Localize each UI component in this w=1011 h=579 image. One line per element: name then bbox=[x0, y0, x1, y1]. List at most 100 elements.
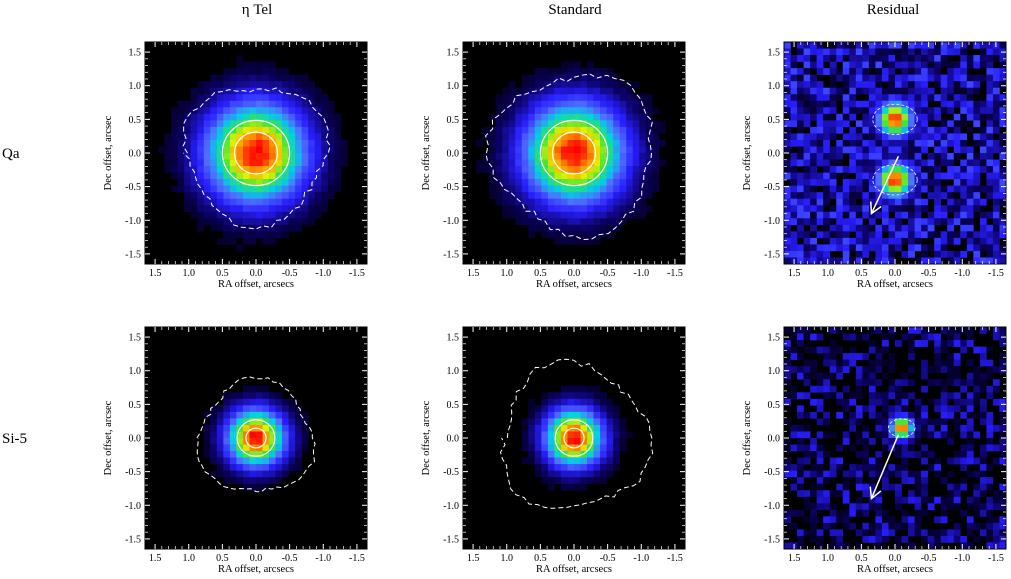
image-pixel bbox=[979, 483, 987, 491]
image-pixel bbox=[216, 94, 224, 102]
image-pixel bbox=[288, 126, 296, 134]
y-tick-label: 1.0 bbox=[129, 81, 142, 92]
image-pixel bbox=[256, 172, 263, 180]
image-pixel bbox=[881, 192, 889, 200]
image-pixel bbox=[632, 198, 640, 206]
image-pixel bbox=[849, 113, 857, 121]
image-pixel bbox=[282, 94, 289, 102]
image-pixel bbox=[560, 444, 568, 452]
image-pixel bbox=[842, 470, 850, 478]
image-pixel bbox=[855, 42, 863, 49]
image-pixel bbox=[992, 179, 1000, 186]
image-pixel bbox=[521, 153, 529, 160]
image-pixel bbox=[862, 146, 870, 154]
image-pixel bbox=[587, 87, 594, 95]
image-pixel bbox=[567, 94, 575, 102]
image-pixel bbox=[242, 153, 250, 160]
image-pixel bbox=[960, 477, 968, 485]
image-pixel bbox=[829, 522, 837, 530]
image-pixel bbox=[784, 398, 791, 406]
image-pixel bbox=[816, 231, 824, 239]
image-pixel bbox=[797, 490, 804, 498]
image-pixel bbox=[999, 107, 1007, 115]
image-pixel bbox=[269, 431, 276, 439]
image-pixel bbox=[836, 457, 844, 465]
image-pixel bbox=[600, 424, 607, 432]
image-pixel bbox=[810, 529, 817, 537]
image-pixel bbox=[256, 179, 263, 186]
image-pixel bbox=[816, 379, 824, 387]
image-pixel bbox=[567, 418, 575, 426]
image-pixel bbox=[992, 231, 1000, 239]
image-pixel bbox=[908, 113, 915, 121]
image-pixel bbox=[528, 153, 536, 160]
image-pixel bbox=[868, 490, 876, 498]
image-pixel bbox=[177, 126, 185, 134]
image-pixel bbox=[947, 496, 955, 504]
image-pixel bbox=[855, 392, 863, 400]
image-pixel bbox=[868, 198, 876, 206]
image-pixel bbox=[973, 113, 981, 121]
image-pixel bbox=[999, 353, 1007, 360]
image-pixel bbox=[262, 81, 270, 89]
image-pixel bbox=[600, 172, 607, 180]
image-pixel bbox=[908, 231, 915, 239]
image-pixel bbox=[626, 431, 634, 439]
image-pixel bbox=[593, 120, 601, 128]
image-pixel bbox=[855, 438, 863, 445]
image-pixel bbox=[784, 237, 791, 245]
y-axis-label: Dec offset, arcsec bbox=[103, 400, 114, 475]
image-pixel bbox=[784, 185, 791, 193]
image-pixel bbox=[895, 172, 902, 180]
image-pixel bbox=[321, 153, 329, 160]
image-pixel bbox=[626, 166, 634, 173]
image-pixel bbox=[249, 438, 257, 445]
image-pixel bbox=[888, 470, 896, 478]
image-pixel bbox=[875, 172, 883, 180]
image-pixel bbox=[953, 211, 961, 219]
image-pixel bbox=[881, 61, 889, 69]
image-pixel bbox=[986, 185, 994, 193]
image-pixel bbox=[901, 87, 909, 95]
image-pixel bbox=[340, 139, 348, 147]
image-pixel bbox=[269, 198, 276, 206]
image-pixel bbox=[908, 451, 915, 458]
image-pixel bbox=[580, 198, 588, 206]
image-pixel bbox=[256, 405, 263, 413]
image-pixel bbox=[947, 87, 955, 95]
image-pixel bbox=[216, 81, 224, 89]
image-pixel bbox=[862, 211, 870, 219]
image-pixel bbox=[934, 218, 942, 226]
image-pixel bbox=[908, 333, 915, 341]
image-pixel bbox=[534, 411, 542, 419]
image-pixel bbox=[541, 139, 549, 147]
image-pixel bbox=[567, 464, 575, 471]
image-pixel bbox=[256, 166, 263, 173]
image-pixel bbox=[888, 424, 896, 432]
image-pixel bbox=[862, 61, 870, 69]
image-pixel bbox=[639, 211, 647, 219]
image-pixel bbox=[953, 250, 961, 258]
image-pixel bbox=[797, 55, 804, 62]
image-pixel bbox=[999, 42, 1007, 49]
image-pixel bbox=[940, 74, 948, 82]
image-pixel bbox=[645, 120, 653, 128]
image-pixel bbox=[947, 100, 955, 108]
image-pixel bbox=[515, 139, 523, 147]
image-pixel bbox=[895, 198, 902, 206]
image-pixel bbox=[593, 431, 601, 439]
image-pixel bbox=[855, 405, 863, 413]
image-pixel bbox=[790, 231, 798, 239]
image-pixel bbox=[249, 94, 257, 102]
image-pixel bbox=[953, 398, 961, 406]
image-pixel bbox=[940, 185, 948, 193]
image-pixel bbox=[868, 464, 876, 471]
image-pixel bbox=[495, 172, 503, 180]
image-pixel bbox=[619, 424, 627, 432]
image-pixel bbox=[803, 451, 811, 458]
y-tick-label: -1.5 bbox=[443, 534, 459, 545]
image-pixel bbox=[881, 424, 889, 432]
image-pixel bbox=[855, 529, 863, 537]
image-pixel bbox=[875, 55, 883, 62]
image-pixel bbox=[547, 205, 555, 213]
